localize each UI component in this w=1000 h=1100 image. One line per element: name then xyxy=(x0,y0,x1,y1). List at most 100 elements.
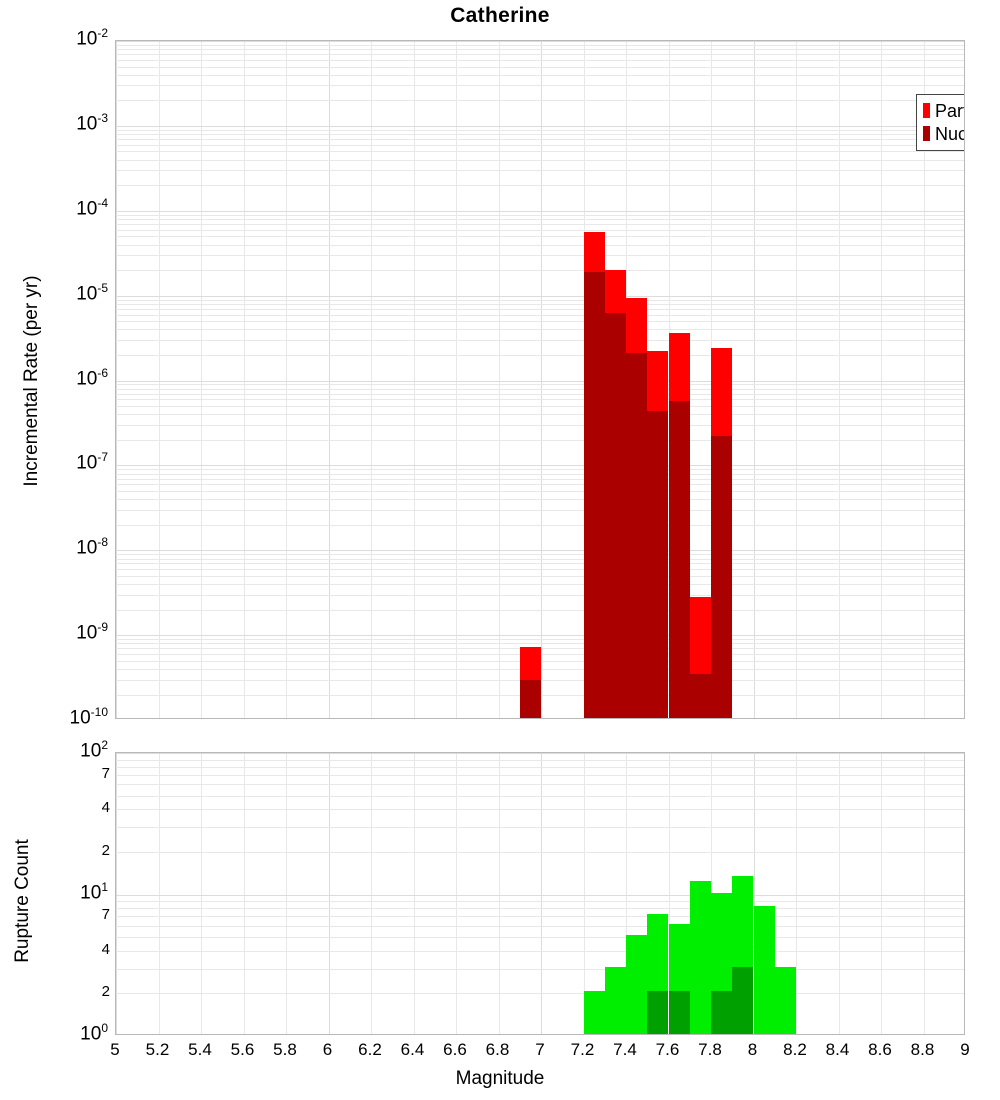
gridline-horizontal xyxy=(116,465,964,467)
gridline-horizontal xyxy=(116,134,964,136)
gridline-horizontal xyxy=(116,151,964,153)
bar xyxy=(626,753,648,1034)
gridline-horizontal xyxy=(116,380,964,382)
bar-segment-available-ruptures xyxy=(583,991,605,1034)
gridline-horizontal xyxy=(116,393,964,395)
gridline-horizontal xyxy=(116,925,964,927)
y-tick-label: 10-9 xyxy=(76,620,108,644)
bottom-chart-plot-area: Available Ruptures Utilized Ruptures xyxy=(115,752,965,1035)
bar xyxy=(604,41,626,718)
bar xyxy=(647,41,669,718)
y-tick-label-minor: 4 xyxy=(101,940,110,958)
gridline-horizontal xyxy=(116,185,964,187)
bar xyxy=(519,41,541,718)
gridline-horizontal xyxy=(116,210,964,212)
gridline-horizontal xyxy=(116,908,964,910)
x-tick-label: 8 xyxy=(747,1040,758,1059)
gridline-horizontal xyxy=(116,968,964,970)
gridline-vertical xyxy=(158,41,160,718)
gridline-horizontal xyxy=(116,308,964,310)
gridline-vertical xyxy=(626,753,627,1034)
gridline-horizontal xyxy=(116,993,964,995)
y-tick-label: 10-4 xyxy=(76,195,108,220)
y-tick-label-minor: 7 xyxy=(101,906,110,924)
gridline-horizontal xyxy=(116,643,964,645)
nucleation-swatch-icon xyxy=(923,126,930,141)
legend-item-nucleation: Nucleation xyxy=(923,122,964,145)
gridline-vertical xyxy=(328,753,330,1034)
gridline-vertical xyxy=(753,41,755,718)
gridline-horizontal xyxy=(116,916,964,918)
gridline-horizontal xyxy=(116,54,964,56)
gridline-vertical xyxy=(371,41,372,718)
y-tick-label: 100 xyxy=(80,1021,108,1045)
gridline-horizontal xyxy=(116,329,964,331)
gridline-horizontal xyxy=(116,295,964,297)
gridline-horizontal xyxy=(116,478,964,480)
gridline-horizontal xyxy=(116,170,964,172)
gridline-horizontal xyxy=(116,44,964,46)
gridline-vertical xyxy=(328,41,330,718)
x-tick-label: 5.8 xyxy=(273,1040,297,1059)
gridline-vertical xyxy=(286,41,287,718)
bar-segment-available-ruptures xyxy=(774,966,796,1034)
bar xyxy=(753,753,775,1034)
gridline-horizontal xyxy=(116,85,964,87)
y-tick-label: 10-3 xyxy=(76,110,108,135)
top-chart-plot-area: Participation Nucleation xyxy=(115,40,965,719)
bar-segment-available-ruptures xyxy=(604,966,626,1034)
gridline-horizontal xyxy=(116,384,964,386)
bar xyxy=(626,41,648,718)
gridline-vertical xyxy=(796,41,797,718)
x-tick-label: 6.4 xyxy=(400,1040,425,1059)
gridline-horizontal xyxy=(116,950,964,952)
gridline-horizontal xyxy=(116,321,964,323)
x-tick-label: 5 xyxy=(110,1040,120,1059)
gridline-horizontal xyxy=(116,100,964,102)
gridline-vertical xyxy=(371,753,372,1034)
legend-label-participation: Participation xyxy=(935,100,964,121)
y-tick-label: 101 xyxy=(80,879,108,903)
gridline-vertical xyxy=(923,41,925,718)
bar-segment-nucleation xyxy=(711,436,733,718)
gridline-horizontal xyxy=(116,229,964,231)
gridline-vertical xyxy=(158,753,160,1034)
y-tick-label: 10-8 xyxy=(76,535,108,559)
bar xyxy=(647,753,669,1034)
bar-segment-nucleation xyxy=(583,272,605,718)
gridline-horizontal xyxy=(116,244,964,246)
gridline-horizontal xyxy=(116,270,964,272)
gridline-vertical xyxy=(498,41,500,718)
gridline-horizontal xyxy=(116,219,964,220)
gridline-horizontal xyxy=(116,524,964,526)
gridline-horizontal xyxy=(116,635,964,637)
gridline-horizontal xyxy=(116,490,964,492)
participation-swatch-icon xyxy=(923,103,930,118)
bar xyxy=(668,41,690,718)
gridline-vertical xyxy=(541,753,542,1034)
bar-segment-nucleation xyxy=(668,400,690,718)
gridline-horizontal xyxy=(116,851,964,853)
gridline-horizontal xyxy=(116,399,964,401)
x-axis-title: Magnitude xyxy=(455,1068,545,1089)
gridline-vertical xyxy=(116,753,117,1034)
gridline-horizontal xyxy=(116,314,964,316)
gridline-vertical xyxy=(668,753,670,1034)
gridline-horizontal xyxy=(116,299,964,301)
gridline-horizontal xyxy=(116,129,964,131)
gridline-horizontal xyxy=(116,894,964,896)
y-tick-label-minor: 2 xyxy=(101,983,110,1001)
gridline-horizontal xyxy=(116,901,964,902)
page-title: Catherine xyxy=(450,4,550,27)
gridline-vertical xyxy=(456,753,457,1034)
gridline-horizontal xyxy=(116,159,964,161)
bar xyxy=(689,41,712,718)
y-tick-label: 10-6 xyxy=(76,365,108,389)
gridline-horizontal xyxy=(116,609,964,611)
gridline-vertical xyxy=(201,41,202,718)
x-tick-label: 5.2 xyxy=(145,1040,170,1059)
bar-segment-nucleation xyxy=(519,680,541,718)
bar-segment-utilized-ruptures xyxy=(711,991,733,1034)
x-tick-label: 8.8 xyxy=(910,1040,935,1059)
x-tick-label: 6 xyxy=(322,1040,333,1059)
